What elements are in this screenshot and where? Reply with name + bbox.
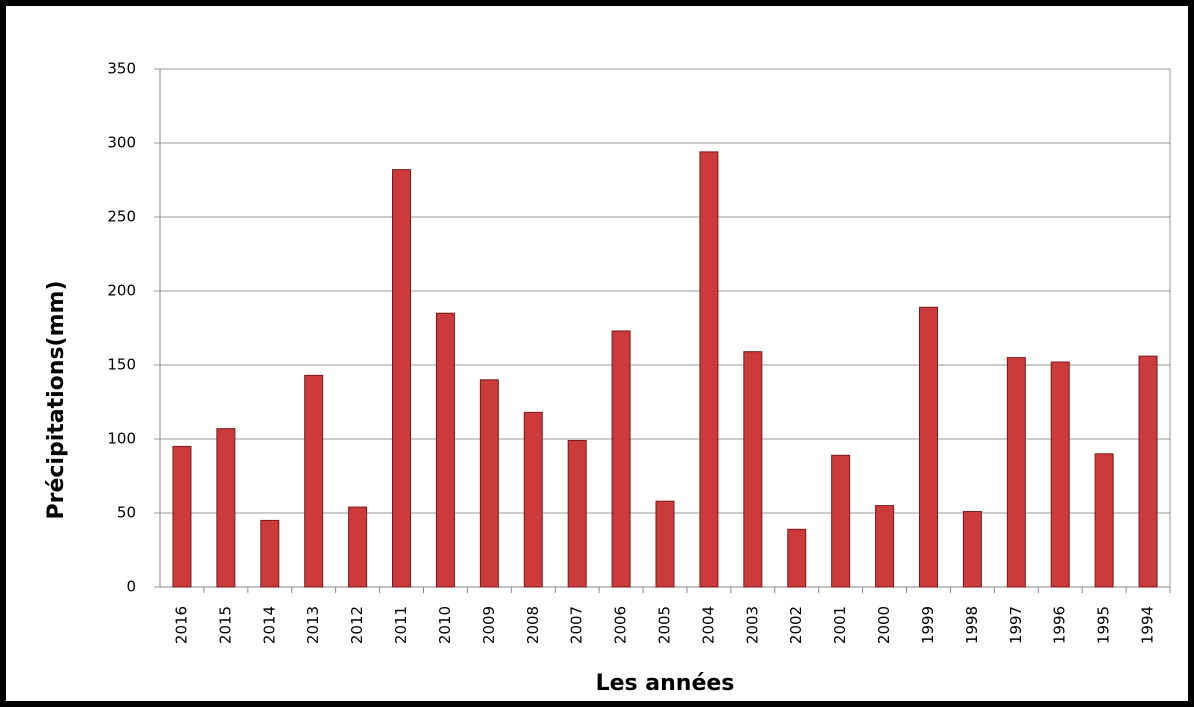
x-tick-label: 2013	[304, 606, 322, 644]
bar	[699, 151, 719, 588]
x-tick-label: 2002	[787, 606, 805, 644]
bar	[962, 511, 982, 588]
bar	[523, 411, 543, 588]
y-tick-label: 250	[107, 208, 136, 226]
x-tick-label: 2014	[260, 606, 278, 644]
x-tick-label: 2010	[436, 606, 454, 644]
x-tick-label: 2000	[875, 606, 893, 644]
x-tick-label: 2005	[656, 606, 674, 644]
x-tick-label: 2007	[568, 606, 586, 644]
bar	[567, 439, 587, 588]
x-tick-label: 2004	[699, 606, 717, 644]
x-tick-label: 2003	[743, 606, 761, 644]
y-axis-label: Précipitations(mm)	[44, 280, 69, 519]
y-tick-label: 200	[107, 282, 136, 300]
bar	[918, 306, 938, 588]
x-tick-label: 1998	[963, 606, 981, 644]
x-tick-label: 1994	[1139, 606, 1157, 644]
y-tick-label: 100	[107, 430, 136, 448]
y-tick-label: 350	[107, 60, 136, 78]
bar	[172, 445, 192, 588]
bar	[304, 374, 324, 588]
bar	[435, 312, 455, 588]
x-tick-label: 2006	[612, 606, 630, 644]
y-tick-label: 150	[107, 356, 136, 374]
bar	[743, 351, 763, 588]
bar	[875, 505, 895, 588]
bar	[260, 519, 280, 588]
x-tick-label: 2012	[348, 606, 366, 644]
y-tick-label: 50	[117, 504, 136, 522]
x-tick-label: 2016	[172, 606, 190, 644]
x-axis-label: Les années	[596, 671, 735, 696]
bar	[1006, 357, 1026, 588]
bar	[216, 428, 236, 588]
bar	[1138, 355, 1158, 588]
bar	[392, 169, 412, 588]
bar	[348, 506, 368, 588]
x-tick-label: 2011	[392, 606, 410, 644]
bar	[479, 379, 499, 588]
y-tick-label: 300	[107, 134, 136, 152]
y-tick-label: 0	[126, 578, 136, 596]
x-tick-label: 1997	[1007, 606, 1025, 644]
x-tick-label: 2009	[480, 606, 498, 644]
x-tick-label: 2015	[216, 606, 234, 644]
x-tick-label: 1999	[919, 606, 937, 644]
bar	[655, 500, 675, 588]
bar	[831, 454, 851, 588]
x-tick-label: 1995	[1095, 606, 1113, 644]
bar	[1050, 361, 1070, 588]
x-tick-label: 1996	[1051, 606, 1069, 644]
bar	[611, 330, 631, 588]
bar	[1094, 453, 1114, 588]
x-tick-label: 2001	[831, 606, 849, 644]
bar	[787, 528, 807, 588]
x-tick-label: 2008	[524, 606, 542, 644]
